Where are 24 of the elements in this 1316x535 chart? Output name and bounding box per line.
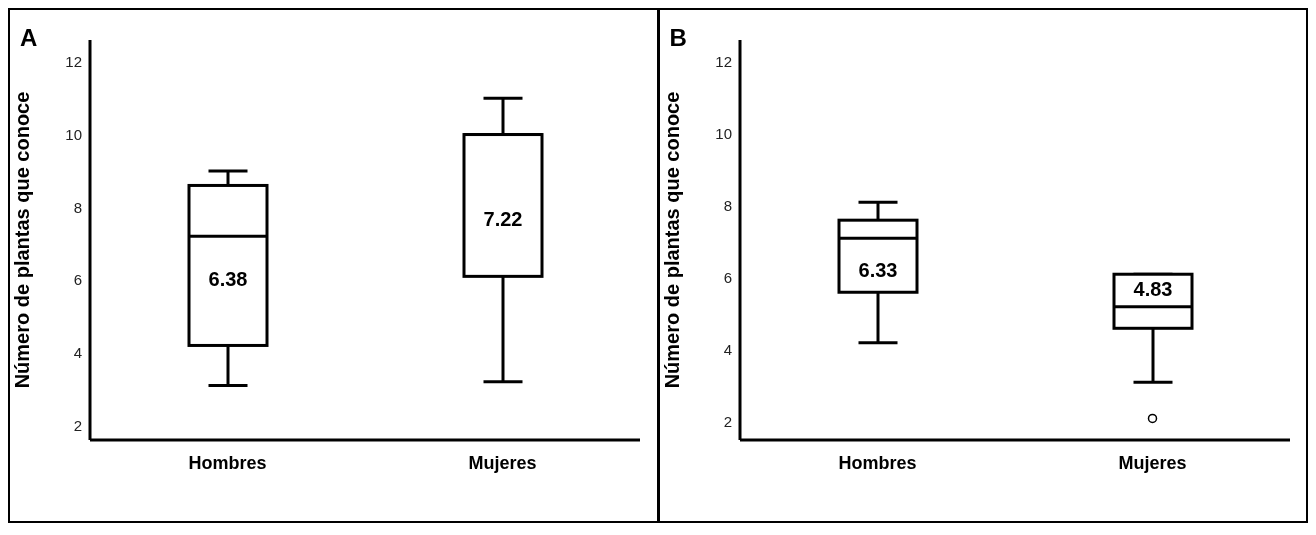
chart-title: B [669, 24, 687, 52]
x-tick-label: Hombres [188, 452, 267, 473]
y-tick-label: 4 [723, 341, 732, 359]
y-axis-title: Número de plantas que conoce [11, 91, 34, 389]
x-tick-label: Mujeres [468, 452, 537, 473]
y-tick-label: 6 [73, 271, 82, 289]
y-tick-label: 10 [65, 125, 82, 143]
chart-title: A [20, 24, 38, 52]
x-tick-label: Mujeres [1117, 452, 1187, 473]
y-tick-label: 10 [714, 125, 732, 143]
annotation: 4.83 [1133, 278, 1172, 301]
y-tick-label: 12 [714, 52, 732, 70]
y-tick-label: 6 [723, 269, 732, 287]
annotation: 6.38 [208, 268, 248, 291]
y-axis-title: Número de plantas que conoce [660, 91, 683, 389]
y-tick-label: 2 [723, 413, 732, 431]
y-tick-label: 8 [723, 197, 732, 215]
annotation: 6.33 [858, 259, 897, 282]
y-tick-label: 12 [65, 53, 82, 71]
x-tick-label: Hombres [837, 452, 917, 473]
y-tick-label: 8 [73, 198, 82, 216]
annotation: 7.22 [483, 208, 523, 231]
y-tick-label: 2 [73, 416, 82, 434]
y-tick-label: 4 [73, 344, 82, 362]
